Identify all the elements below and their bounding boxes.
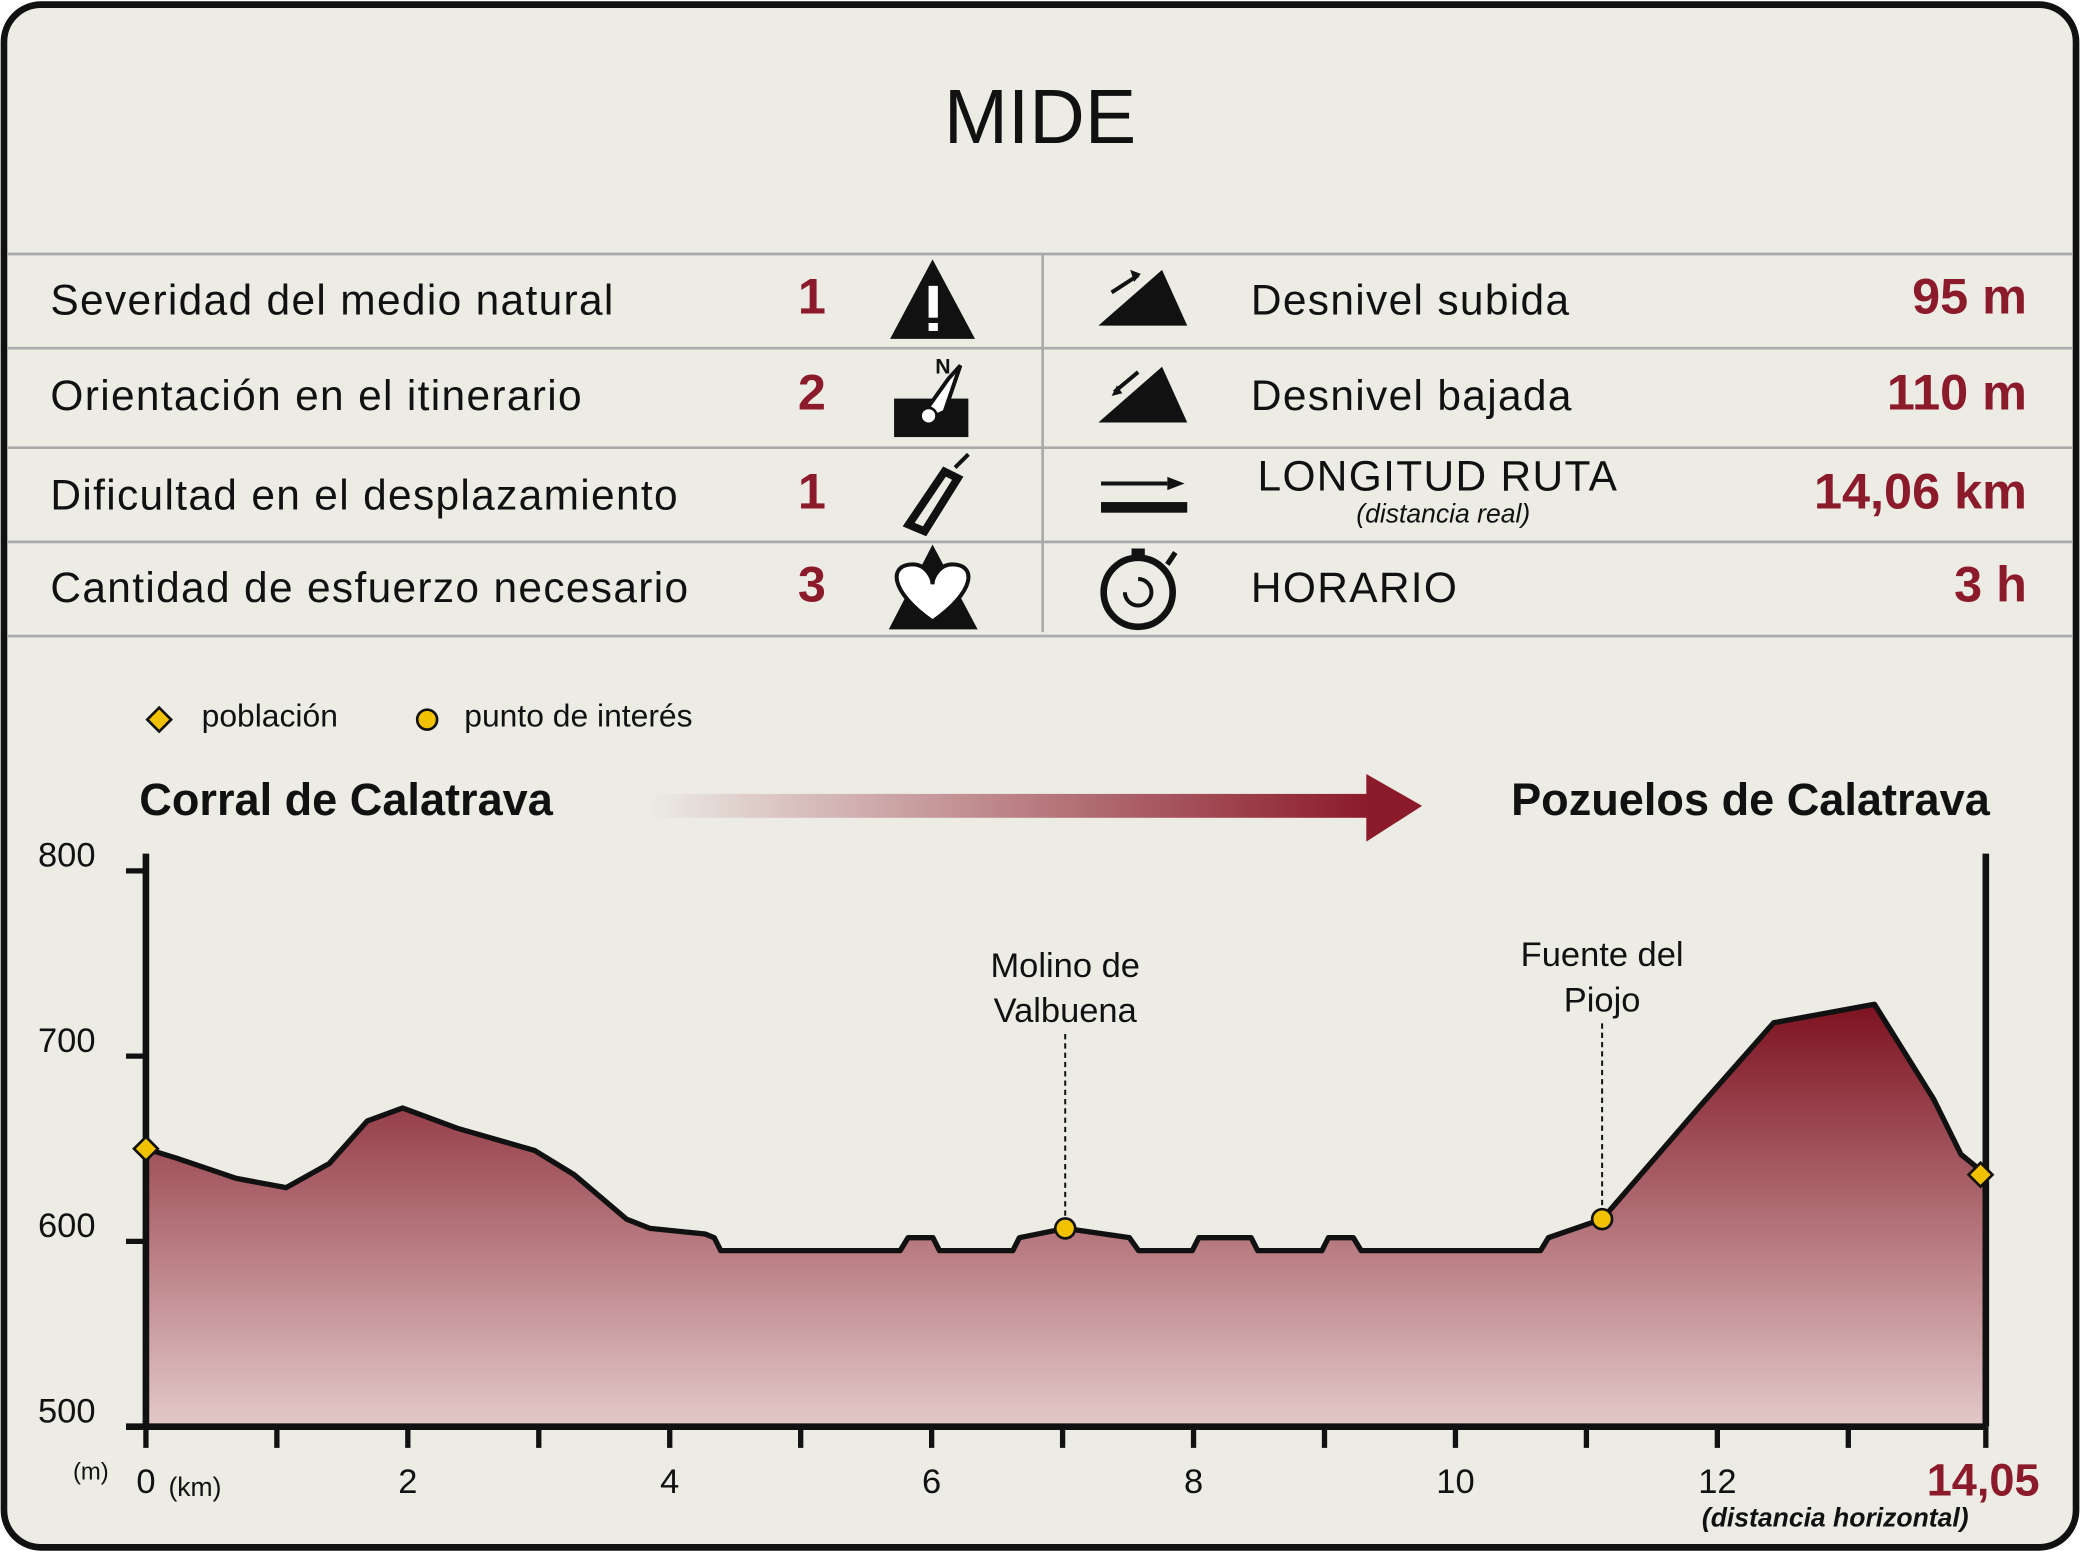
x-tick-label: 0 [136,1463,155,1501]
row-value: 3 h [1954,556,2027,613]
legend-poi-marker [415,708,439,731]
row-value: 3 [798,556,826,613]
row-label: Cantidad de esfuerzo necesario [50,564,689,611]
legend-label: punto de interés [464,698,692,734]
x-tick-label: 8 [1184,1463,1203,1501]
y-tick-label: 500 [38,1393,96,1431]
x-tick-label: 14,05 [1927,1455,2040,1506]
elevation-area [145,1004,1986,1427]
row-value: 14,06 km [1814,463,2027,520]
y-unit: (m) [73,1458,109,1485]
poi-marker [1053,1217,1077,1240]
legend-town-marker [145,705,173,734]
elevation-line [145,1001,1988,1254]
row-value: 1 [798,463,826,520]
row-label: Dificultad en el desplazamiento [50,471,679,518]
x-tick-label: 4 [660,1463,679,1501]
row-value: 1 [798,268,826,325]
svg-text:N: N [935,356,950,379]
title: MIDE [944,74,1136,160]
table: Severidad del medio natural 1 Orientación … [50,268,2027,613]
row-value: 95 m [1912,268,2027,325]
start-name: Corral de Calatrava [139,774,553,825]
x-tick-label: 12 [1698,1463,1736,1501]
town-marker [132,1134,160,1163]
x-tick-label: 10 [1436,1463,1474,1501]
row-label: HORARIO [1251,564,1458,611]
row-label: Orientación en el itinerario [50,372,583,419]
route-arrow [650,774,1423,842]
town-marker [1966,1160,1995,1189]
legend-label: población [202,698,338,734]
table-lines [7,252,2073,638]
y-tick-label: 800 [38,837,96,875]
x-tick-label: 2 [398,1463,417,1501]
row-label: Desnivel bajada [1251,372,1573,419]
row-label: Severidad del medio natural [50,276,614,323]
y-tick-label: 600 [38,1207,96,1245]
poi-label: Valbuena [994,992,1138,1030]
row-label: Desnivel subida [1251,276,1571,323]
x-tick-label: 6 [922,1463,941,1501]
poi-marker [1590,1207,1614,1231]
x-note: (distancia horizontal) [1702,1503,1969,1533]
poi-label: Molino de [990,947,1139,985]
row-note: (distancia real) [1356,498,1530,528]
x-unit: (km) [168,1472,221,1502]
poi-label: Piojo [1564,981,1641,1019]
plot: 500 600 700 800 0 2 4 6 8 10 12 14,05 Molino de Valbu… [38,698,2040,1506]
end-name: Pozuelos de Calatrava [1511,774,1991,825]
row-value: 2 [798,363,826,420]
row-value: 110 m [1887,363,2027,420]
poi-label: Fuente del [1521,936,1684,974]
row-label: LONGITUD RUTA [1258,453,1619,500]
icons: N [888,259,1188,631]
y-tick-label: 700 [38,1022,96,1060]
